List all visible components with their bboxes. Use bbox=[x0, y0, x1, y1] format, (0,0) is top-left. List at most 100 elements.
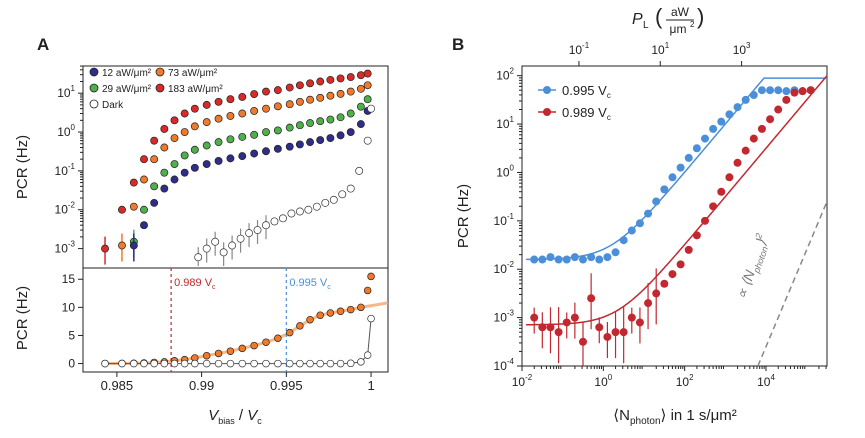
data-point-183 bbox=[202, 100, 211, 109]
data-point-73 bbox=[170, 134, 179, 143]
data-point-73 aW/μm² bbox=[357, 303, 365, 312]
data-point-Dark bbox=[262, 221, 270, 230]
data-point-73 bbox=[250, 106, 259, 115]
data-point-Dark bbox=[150, 359, 158, 368]
panel-b-ytick-label: 10-1 bbox=[494, 212, 515, 228]
panel-b-xtick-label: 10-2 bbox=[512, 373, 533, 389]
data-point-Dark bbox=[346, 359, 355, 368]
panel-b-xtick-label: 104 bbox=[757, 373, 775, 389]
panel-a-bottom-plot: PCR (Hz) 0 5 10 15 0.985 0.99 0.995 1 0.989 Vc 0… bbox=[14, 267, 389, 426]
data-point-Dark bbox=[194, 253, 203, 262]
panel-a-bottom-ylabel: PCR (Hz) bbox=[14, 286, 31, 350]
data-point-Dark bbox=[245, 229, 254, 238]
panel-b-xtick-label: 102 bbox=[676, 373, 694, 389]
data-point-0989 bbox=[635, 318, 644, 327]
data-point-73 aW/μm² bbox=[202, 351, 211, 360]
panel-b-top-tick-label: 101 bbox=[651, 41, 669, 57]
svg-text:μm: μm bbox=[670, 22, 687, 36]
data-point-0989 bbox=[660, 279, 669, 288]
data-point-0995 bbox=[668, 173, 677, 182]
data-point-73 bbox=[238, 109, 247, 118]
data-point-183 bbox=[346, 73, 355, 82]
data-point-0995 bbox=[627, 226, 636, 235]
panel-b-plot: PCR (Hz) 10-4 10-3 10-2 10-1 100 101 102 10-2 10… bbox=[455, 4, 828, 427]
data-point-0989 bbox=[627, 313, 636, 322]
data-point-0989 bbox=[766, 115, 775, 124]
data-point-183 bbox=[190, 104, 199, 113]
panel-a-xtick-label: 1 bbox=[367, 378, 374, 393]
data-point-29 bbox=[326, 115, 335, 124]
data-point-12 bbox=[262, 147, 270, 156]
data-point-Dark bbox=[312, 202, 321, 211]
legend-label: 183 aW/μm² bbox=[168, 84, 223, 95]
data-point-29 bbox=[202, 141, 211, 150]
svg-text:(: ( bbox=[655, 4, 663, 29]
data-point-Dark bbox=[140, 359, 148, 368]
data-point-12 bbox=[295, 140, 304, 149]
legend-marker bbox=[89, 99, 99, 109]
data-point-Dark bbox=[306, 359, 314, 368]
data-point-12 bbox=[170, 175, 179, 184]
data-point-73 aW/μm² bbox=[306, 315, 314, 324]
data-point-183 bbox=[363, 69, 372, 78]
data-point-73 bbox=[346, 87, 355, 96]
data-point-0989 bbox=[668, 270, 677, 279]
data-point-73 bbox=[180, 128, 189, 136]
data-point-73 bbox=[226, 111, 235, 120]
fit-curve-0989 bbox=[526, 75, 828, 326]
data-point-29 bbox=[356, 102, 365, 111]
panel-a-xtick-label: 0.985 bbox=[101, 378, 134, 393]
data-point-73 bbox=[316, 93, 325, 102]
data-point-29 bbox=[214, 138, 223, 147]
panel-a-top-ytick-label: 10-2 bbox=[55, 201, 76, 217]
data-point-Dark bbox=[355, 166, 364, 175]
data-point-29 bbox=[316, 117, 325, 126]
data-point-0989 bbox=[652, 289, 661, 298]
data-point-0989 bbox=[709, 202, 718, 211]
data-point-183 bbox=[150, 136, 159, 145]
data-point-73 aW/μm² bbox=[363, 286, 372, 295]
data-point-29 bbox=[295, 121, 304, 130]
data-point-12 bbox=[356, 120, 365, 129]
panel-a-bottom-frame bbox=[82, 267, 389, 373]
data-point-183 bbox=[285, 83, 294, 92]
data-point-73 aW/μm² bbox=[250, 341, 258, 350]
data-point-12 bbox=[346, 128, 355, 136]
data-point-0989 bbox=[741, 146, 750, 155]
data-point-0995 bbox=[562, 255, 571, 264]
data-point-73 bbox=[295, 97, 304, 106]
data-point-29 bbox=[160, 168, 169, 177]
data-point-29 bbox=[150, 182, 159, 191]
data-point-0995 bbox=[635, 219, 644, 228]
data-point-Dark bbox=[236, 234, 245, 243]
data-point-Dark bbox=[238, 359, 247, 368]
data-point-12 bbox=[150, 198, 159, 207]
data-point-73 bbox=[214, 114, 223, 123]
data-point-0995 bbox=[725, 110, 734, 119]
panel-a-top-ytick-label: 10-3 bbox=[55, 240, 76, 256]
data-point-0995 bbox=[587, 253, 596, 262]
data-point-12 bbox=[202, 160, 211, 168]
data-point-Dark bbox=[296, 359, 304, 368]
svg-text:2: 2 bbox=[690, 20, 695, 29]
data-point-0995 bbox=[570, 253, 579, 262]
fit-curve bbox=[105, 301, 389, 365]
data-point-0995 bbox=[733, 103, 742, 112]
data-point-183 bbox=[262, 87, 270, 96]
data-point-73 bbox=[285, 100, 294, 109]
data-point-73 aW/μm² bbox=[274, 334, 282, 343]
data-point-183 bbox=[101, 244, 109, 253]
panel-b-ytick-label: 101 bbox=[496, 115, 514, 131]
data-point-0989 bbox=[733, 158, 742, 167]
data-point-73 bbox=[160, 143, 169, 152]
data-point-Dark bbox=[285, 359, 294, 368]
data-point-0989 bbox=[562, 318, 571, 327]
data-point-73 aW/μm² bbox=[336, 307, 345, 316]
data-point-Dark bbox=[118, 359, 126, 368]
data-point-183 bbox=[356, 71, 365, 80]
data-point-73 bbox=[336, 89, 345, 98]
data-point-0989 bbox=[587, 294, 596, 303]
data-point-73 bbox=[118, 241, 126, 250]
data-point-73 bbox=[150, 155, 159, 164]
